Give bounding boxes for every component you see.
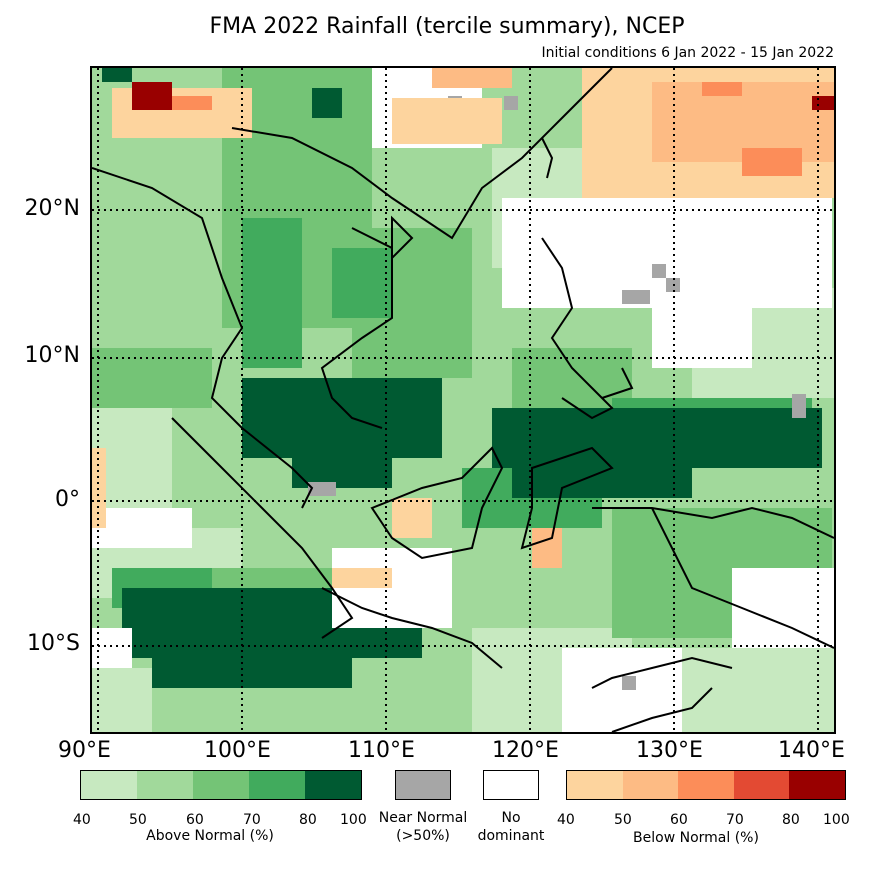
above-tick: 40 [73, 812, 91, 828]
lat-tick-20n: 20°N [24, 196, 80, 221]
lon-tick-100e: 100°E [204, 738, 271, 763]
lat-tick-10n: 10°N [24, 343, 80, 368]
below-60-70-regions [172, 82, 802, 176]
lon-tick-110e: 110°E [348, 738, 415, 763]
map-panel [90, 66, 836, 734]
map-subtitle: Initial conditions 6 Jan 2022 - 15 Jan 2… [541, 45, 834, 61]
lon-tick-120e: 120°E [492, 738, 559, 763]
no-dominant-swatch [483, 770, 539, 800]
swatch-above-80-100 [305, 771, 361, 799]
swatch-below-60-70 [678, 771, 734, 799]
below-tick: 50 [614, 812, 632, 828]
lon-tick-90e: 90°E [58, 738, 111, 763]
lon-tick-140e: 140°E [778, 738, 845, 763]
swatch-above-50-60 [137, 771, 193, 799]
near-normal-sublabel: (>50%) [396, 828, 450, 844]
above-tick: 100 [340, 812, 367, 828]
below-tick: 60 [670, 812, 688, 828]
lat-tick-10s: 10°S [27, 631, 80, 656]
no-dominant-sublabel: dominant [477, 828, 545, 844]
lat-tick-0: 0° [55, 487, 80, 512]
above-normal-label: Above Normal (%) [146, 828, 274, 844]
swatch-above-60-70 [193, 771, 249, 799]
below-tick: 40 [557, 812, 575, 828]
swatch-above-40-50 [81, 771, 137, 799]
swatch-below-40-50 [567, 771, 623, 799]
coastlines [92, 68, 834, 732]
swatch-below-50-60 [622, 771, 679, 799]
above-tick: 80 [299, 812, 317, 828]
above-tick: 50 [129, 812, 147, 828]
no-dominant-label: No [501, 810, 521, 826]
swatch-below-80-100 [789, 771, 845, 799]
swatch-above-70-80 [249, 771, 305, 799]
below-tick: 80 [782, 812, 800, 828]
below-normal-label: Below Normal (%) [633, 830, 759, 846]
below-tick: 70 [726, 812, 744, 828]
map-title: FMA 2022 Rainfall (tercile summary), NCE… [209, 14, 685, 39]
above-normal-colorbar [80, 770, 362, 800]
above-tick: 70 [243, 812, 261, 828]
lon-tick-130e: 130°E [636, 738, 703, 763]
rainfall-map [92, 68, 834, 732]
gridlines [92, 68, 834, 732]
above-tick: 60 [186, 812, 204, 828]
near-normal-label: Near Normal [378, 810, 468, 826]
below-tick: 100 [823, 812, 850, 828]
below-80-100-regions [132, 82, 834, 110]
near-normal-swatch [395, 770, 451, 800]
below-normal-colorbar [566, 770, 846, 800]
swatch-below-70-80 [733, 771, 790, 799]
